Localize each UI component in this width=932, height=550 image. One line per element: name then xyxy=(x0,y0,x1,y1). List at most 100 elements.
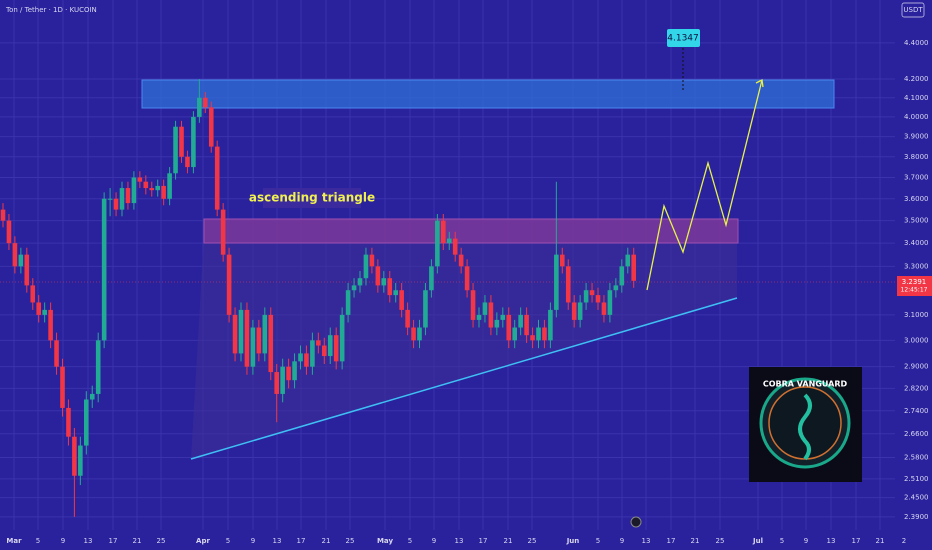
candle-body xyxy=(363,254,369,279)
candle-body xyxy=(482,302,488,315)
candle-body xyxy=(542,327,547,341)
candle-body xyxy=(298,353,303,362)
candle-body xyxy=(357,278,363,286)
candle-body xyxy=(476,314,482,320)
event-icon xyxy=(630,516,642,528)
y-tick-label: 2.3900 xyxy=(904,513,929,521)
candle-body xyxy=(214,146,220,210)
candle-body xyxy=(327,335,333,357)
candle-body xyxy=(554,254,559,310)
candle-body xyxy=(113,198,119,210)
candle-body xyxy=(292,361,297,381)
candle-body xyxy=(464,266,470,291)
candle-body xyxy=(512,327,517,341)
x-tick-label: 13 xyxy=(642,537,651,545)
candle-body xyxy=(18,254,24,267)
candle-body xyxy=(304,353,309,367)
candle-body xyxy=(256,327,262,354)
x-tick-label: 9 xyxy=(61,537,65,545)
x-tick-label: 21 xyxy=(876,537,885,545)
y-tick-label: 2.8200 xyxy=(904,384,929,392)
y-tick-label: 2.4500 xyxy=(904,494,929,502)
candle-body xyxy=(470,290,476,320)
candle-body xyxy=(107,198,113,200)
candle-body xyxy=(613,285,619,291)
x-tick-label: 9 xyxy=(620,537,624,545)
candle-body xyxy=(173,126,178,174)
candle-body xyxy=(506,314,512,341)
candle-body xyxy=(131,177,137,204)
x-tick-label: 17 xyxy=(297,537,306,545)
candle-body xyxy=(238,309,244,354)
annotation: ascending triangle xyxy=(249,191,375,205)
x-tick-label: Jul xyxy=(752,537,763,545)
candle-body xyxy=(417,327,422,341)
candles xyxy=(0,79,636,517)
candle-body xyxy=(42,309,47,315)
logo-text: COBRA VANGUARD xyxy=(763,380,848,389)
y-tick-label: 2.5100 xyxy=(904,475,929,483)
candle-body xyxy=(12,243,18,267)
candle-body xyxy=(333,335,339,362)
candle-body xyxy=(232,314,238,354)
candle-body xyxy=(524,314,529,336)
x-tick-label: 13 xyxy=(84,537,93,545)
currency-box xyxy=(901,2,925,18)
x-tick-label: 21 xyxy=(691,537,700,545)
x-tick-label: 9 xyxy=(432,537,436,545)
y-tick-label: 3.8000 xyxy=(904,153,929,161)
candle-body xyxy=(286,366,291,381)
y-tick-label: 2.9000 xyxy=(904,363,929,371)
candle-body xyxy=(89,393,95,400)
candle-body xyxy=(619,266,625,286)
x-tick-label: 17 xyxy=(852,537,861,545)
y-tick-label: 2.6600 xyxy=(904,430,929,438)
candle-body xyxy=(345,290,351,315)
currency: USDT xyxy=(903,6,923,14)
candle-body xyxy=(179,126,184,157)
candle-body xyxy=(583,290,589,303)
candle-body xyxy=(60,366,65,408)
y-tick-label: 3.6000 xyxy=(904,195,929,203)
projection-path xyxy=(646,79,763,291)
x-tick-label: 17 xyxy=(479,537,488,545)
candle-body xyxy=(48,309,53,341)
candle-body xyxy=(631,254,636,281)
candle-body xyxy=(30,285,36,303)
candle-body xyxy=(595,295,601,303)
candle-body xyxy=(435,220,440,267)
candle-body xyxy=(185,156,190,168)
candle-body xyxy=(351,285,357,291)
x-tick-label: 9 xyxy=(804,537,808,545)
candle-body xyxy=(78,445,83,476)
logo-snake xyxy=(798,393,812,461)
y-axis xyxy=(895,0,932,550)
candle-body xyxy=(429,266,434,291)
candle-body xyxy=(220,209,226,255)
x-tick-label: 17 xyxy=(109,537,118,545)
candle-body xyxy=(560,254,565,267)
x-tick-label: May xyxy=(377,537,393,545)
candle-body xyxy=(565,266,571,303)
candle-body xyxy=(149,188,155,191)
x-tick-label: 25 xyxy=(716,537,725,545)
candle-body xyxy=(101,198,107,341)
x-tick-label: 21 xyxy=(322,537,331,545)
x-tick-label: 25 xyxy=(157,537,166,545)
candle-body xyxy=(500,314,506,320)
candle-body xyxy=(167,173,172,199)
y-tick-label: 3.1000 xyxy=(904,311,929,319)
candle-body xyxy=(250,327,256,367)
y-tick-label: 3.3000 xyxy=(904,262,929,270)
y-tick-label: 3.5000 xyxy=(904,217,929,225)
x-tick-label: 13 xyxy=(273,537,282,545)
candle-body xyxy=(66,407,71,437)
x-tick-label: 17 xyxy=(667,537,676,545)
candle-body xyxy=(548,309,553,341)
candle-body xyxy=(137,177,143,182)
candle-body xyxy=(268,314,274,373)
y-tick-label: 4.4000 xyxy=(904,39,929,47)
x-tick-label: Apr xyxy=(196,537,210,545)
candle-body xyxy=(274,372,279,394)
